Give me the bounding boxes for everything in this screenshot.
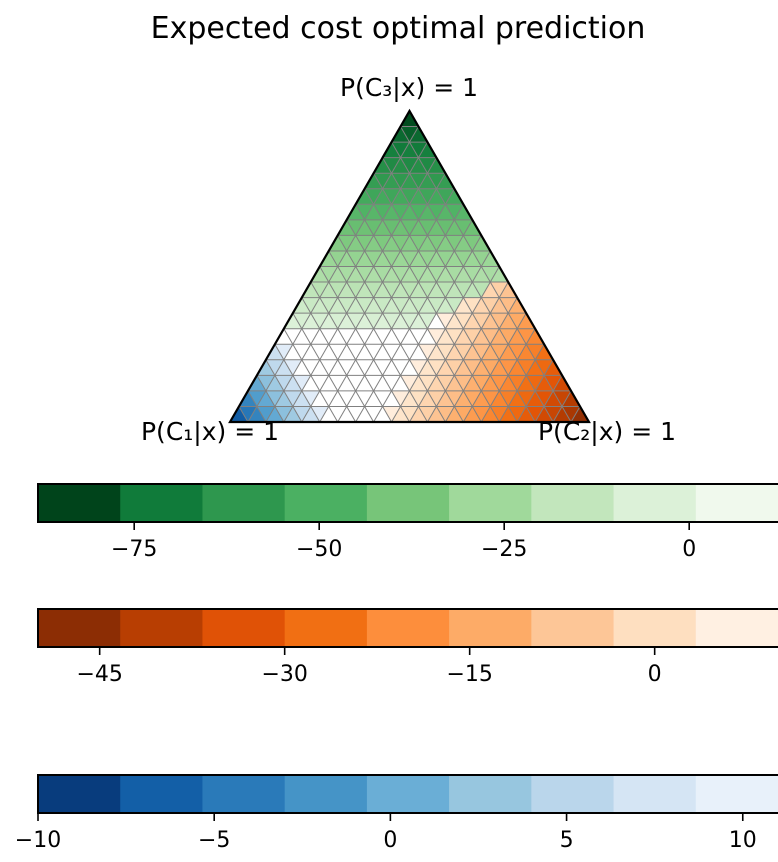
vertex-label-c3: P(C₃|x) = 1 xyxy=(340,73,478,102)
grid-line xyxy=(409,266,500,423)
colorbar-swatch xyxy=(695,775,778,813)
grid-line xyxy=(346,219,464,423)
colorbar-swatch xyxy=(695,484,778,522)
colorbar-frame xyxy=(37,774,778,814)
grid-line xyxy=(328,250,428,423)
grid-line xyxy=(319,188,455,423)
grid-line xyxy=(480,328,536,423)
grid-line xyxy=(319,266,410,423)
colorbar-tick-label: 0 xyxy=(682,537,696,562)
grid-line xyxy=(292,312,357,423)
colorbar-swatch xyxy=(613,484,697,522)
colorbar-swatch xyxy=(120,609,204,647)
colorbar-swatch xyxy=(613,609,697,647)
colorbar-swatch xyxy=(202,609,286,647)
colorbar-swatch xyxy=(366,484,450,522)
colorbar-oranges: −45 −30 −15 0 xyxy=(37,608,778,687)
colorbar-swatch xyxy=(38,609,121,647)
colorbars: −75 −50 −25 0−45 −30 −15 0−10 −5 0 5 10 xyxy=(15,483,778,853)
colorbar-tick-label: −75 xyxy=(111,537,157,562)
grid-line xyxy=(498,344,545,423)
colorbar-tick-label: 10 xyxy=(729,828,757,853)
grid-line xyxy=(391,250,491,423)
vertex-label-c2: P(C₂|x) = 1 xyxy=(538,417,676,446)
colorbar-swatch xyxy=(38,775,121,813)
grid-line xyxy=(462,312,527,423)
grid-line xyxy=(355,219,473,423)
grid-line xyxy=(265,359,303,423)
colorbar-tick-label: −15 xyxy=(446,662,492,687)
colorbar-frame xyxy=(37,483,778,523)
colorbar-greens: −75 −50 −25 0 xyxy=(37,483,778,562)
grid-line xyxy=(310,281,392,423)
colorbar-tick-label: 0 xyxy=(648,662,662,687)
colorbar-swatch xyxy=(120,484,204,522)
grid-line xyxy=(283,328,339,423)
grid-line xyxy=(534,375,563,423)
grid-line xyxy=(516,359,554,423)
colorbar-swatch xyxy=(366,609,450,647)
colorbar-tick-label: −10 xyxy=(15,828,61,853)
colorbar-swatch xyxy=(284,775,368,813)
grid-line xyxy=(247,126,419,423)
colorbar-swatch xyxy=(202,484,286,522)
colorbar-swatch xyxy=(531,484,615,522)
grid-line xyxy=(301,297,375,423)
colorbar-tick-label: 0 xyxy=(383,828,397,853)
colorbar-swatch xyxy=(38,484,121,522)
grid-line xyxy=(283,157,437,423)
ternary-outline xyxy=(228,108,591,424)
grid-line xyxy=(427,281,509,423)
colorbar-swatch xyxy=(284,484,368,522)
ternary-cell xyxy=(400,110,419,127)
grid-line xyxy=(552,390,572,423)
colorbar-tick-label: 5 xyxy=(560,828,574,853)
colorbar-swatch xyxy=(531,775,615,813)
grid-line xyxy=(247,390,267,423)
colorbar-swatch xyxy=(613,775,697,813)
colorbar-swatch xyxy=(449,609,532,647)
chart-title: Expected cost optimal prediction xyxy=(151,11,646,46)
colorbar-swatch xyxy=(120,775,204,813)
colorbar-tick-label: −25 xyxy=(481,537,527,562)
grid-line xyxy=(364,188,500,423)
colorbar-swatch xyxy=(449,775,532,813)
colorbar-swatch xyxy=(695,609,778,647)
colorbar-tick-label: −30 xyxy=(261,662,307,687)
grid-line xyxy=(444,297,518,423)
grid-line xyxy=(382,157,536,423)
ternary-plot xyxy=(228,108,591,424)
colorbar-swatch xyxy=(449,484,532,522)
colorbar-blues: −10 −5 0 5 10 xyxy=(15,774,778,853)
colorbar-swatch xyxy=(366,775,450,813)
colorbar-tick-label: −5 xyxy=(198,828,230,853)
colorbar-tick-label: −50 xyxy=(296,537,342,562)
grid-line xyxy=(400,126,572,423)
grid-line xyxy=(570,406,581,423)
grid-line xyxy=(238,406,249,423)
grid-line xyxy=(256,375,285,423)
grid-line xyxy=(274,344,321,423)
colorbar-swatch xyxy=(284,609,368,647)
colorbar-swatch xyxy=(531,609,615,647)
vertex-label-c1: P(C₁|x) = 1 xyxy=(141,417,279,446)
colorbar-frame xyxy=(37,608,778,648)
colorbar-swatch xyxy=(202,775,286,813)
ternary-grid xyxy=(238,126,581,423)
colorbar-tick-label: −45 xyxy=(76,662,122,687)
